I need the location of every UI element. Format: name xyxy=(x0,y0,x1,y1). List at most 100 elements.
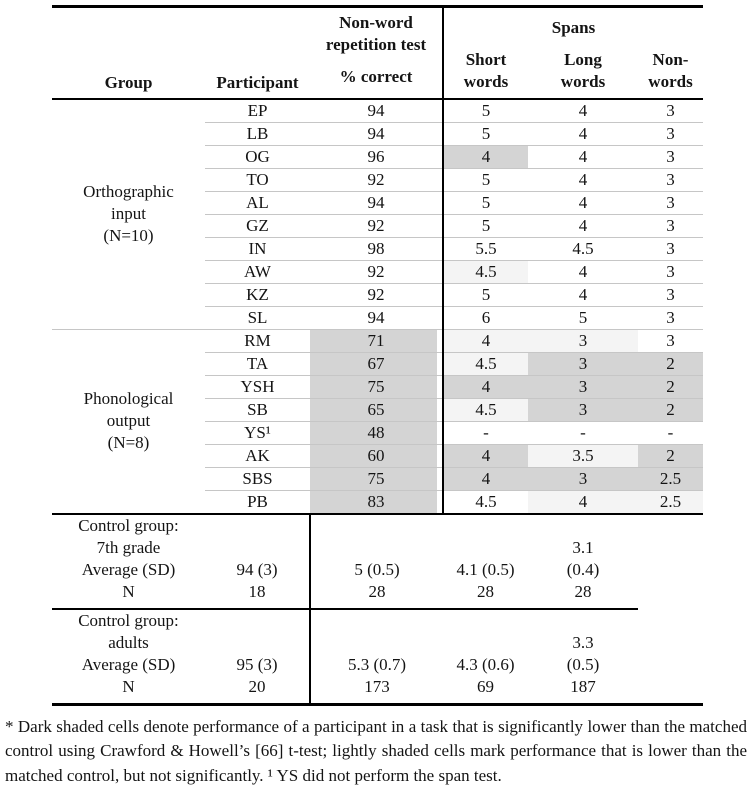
short-words-cell: 5.5 xyxy=(443,237,528,260)
nwr-header-line: repetition test xyxy=(310,34,442,56)
control-label-line: 7th grade xyxy=(52,537,205,559)
short-words-cell: 5 xyxy=(443,283,528,306)
pct-correct-cell: 94 xyxy=(310,191,443,214)
long-words-cell: 3 xyxy=(528,467,638,490)
control-long-words: 4.1 (0.5)28 xyxy=(443,514,528,609)
group-label-line: output xyxy=(52,410,205,432)
header-short-words-line: Short xyxy=(444,49,528,71)
control-label-line: N xyxy=(52,676,205,698)
control-non-words-line: 3.3 xyxy=(528,632,638,654)
short-words-cell: 4.5 xyxy=(443,352,528,375)
short-words-cell: 4 xyxy=(443,375,528,398)
long-words-cell: 5 xyxy=(528,306,638,329)
control-non-words-line: 28 xyxy=(528,581,638,603)
pct-correct-cell: 48 xyxy=(310,421,443,444)
control-short-words: 5 (0.5)28 xyxy=(310,514,443,609)
pct-correct-cell: 92 xyxy=(310,283,443,306)
participant-id: AW xyxy=(205,260,310,283)
participant-id: GZ xyxy=(205,214,310,237)
table-footnote: * Dark shaded cells denote performance o… xyxy=(5,715,747,788)
participant-id: TA xyxy=(205,352,310,375)
control-long-words-line: 4.3 (0.6) xyxy=(443,654,528,676)
short-words-cell: 5 xyxy=(443,191,528,214)
short-words-cell: 5 xyxy=(443,122,528,145)
short-words-cell: 4 xyxy=(443,444,528,467)
participant-id: KZ xyxy=(205,283,310,306)
long-words-cell: - xyxy=(528,421,638,444)
control-label-line: adults xyxy=(52,632,205,654)
pct-correct-cell: 71 xyxy=(310,329,443,352)
participant-id: IN xyxy=(205,237,310,260)
participant-id: SBS xyxy=(205,467,310,490)
pct-correct-cell: 94 xyxy=(310,122,443,145)
control-pct-correct: 95 (3)20 xyxy=(205,609,310,705)
header-long-words: Long words xyxy=(528,49,638,99)
header-non-words: Non- words xyxy=(638,49,703,99)
pct-correct-cell: 75 xyxy=(310,467,443,490)
pct-correct-cell: 67 xyxy=(310,352,443,375)
non-words-cell: 3 xyxy=(638,214,703,237)
pct-correct-cell: 96 xyxy=(310,145,443,168)
long-words-cell: 3 xyxy=(528,398,638,421)
participant-id: LB xyxy=(205,122,310,145)
short-words-cell: 5 xyxy=(443,99,528,123)
control-label-line: N xyxy=(52,581,205,603)
long-words-cell: 4 xyxy=(528,283,638,306)
participant-id: YS¹ xyxy=(205,421,310,444)
long-words-cell: 4 xyxy=(528,191,638,214)
non-words-cell: 3 xyxy=(638,99,703,123)
nwr-header-line: Non-word xyxy=(310,12,442,34)
long-words-cell: 4 xyxy=(528,260,638,283)
participant-id: PB xyxy=(205,490,310,514)
non-words-cell: - xyxy=(638,421,703,444)
short-words-cell: 5 xyxy=(443,168,528,191)
header-group: Group xyxy=(52,7,205,99)
control-non-words-line: (0.4) xyxy=(528,559,638,581)
pct-correct-cell: 83 xyxy=(310,490,443,514)
control-pct-correct-line: 18 xyxy=(205,581,309,603)
group-label-line: input xyxy=(52,203,205,225)
non-words-cell: 3 xyxy=(638,283,703,306)
short-words-cell: 4 xyxy=(443,145,528,168)
pct-correct-cell: 92 xyxy=(310,214,443,237)
short-words-cell: 5 xyxy=(443,214,528,237)
header-short-words-line: words xyxy=(444,71,528,93)
table-header: Group Participant Non-word repetition te… xyxy=(52,7,703,99)
header-long-words-line: Long xyxy=(528,49,638,71)
header-non-words-line: Non- xyxy=(638,49,703,71)
participant-id: AL xyxy=(205,191,310,214)
control-pct-correct: 94 (3)18 xyxy=(205,514,310,609)
long-words-cell: 4 xyxy=(528,214,638,237)
long-words-cell: 3.5 xyxy=(528,444,638,467)
participant-id: SL xyxy=(205,306,310,329)
control-pct-correct-line: 95 (3) xyxy=(205,654,309,676)
control-long-words: 4.3 (0.6)69 xyxy=(443,609,528,705)
pct-correct-cell: 65 xyxy=(310,398,443,421)
participant-id: OG xyxy=(205,145,310,168)
header-percent-correct: % correct xyxy=(310,66,442,88)
short-words-cell: 4.5 xyxy=(443,490,528,514)
control-short-words-line: 28 xyxy=(311,581,443,603)
results-table: Group Participant Non-word repetition te… xyxy=(52,5,703,706)
group-label-line: (N=8) xyxy=(52,432,205,454)
control-short-words: 5.3 (0.7)173 xyxy=(310,609,443,705)
header-participant: Participant xyxy=(205,7,310,99)
control-long-words-line: 28 xyxy=(443,581,528,603)
short-words-cell: 4.5 xyxy=(443,398,528,421)
non-words-cell: 3 xyxy=(638,260,703,283)
participant-id: YSH xyxy=(205,375,310,398)
header-short-words: Short words xyxy=(443,49,528,99)
non-words-cell: 3 xyxy=(638,329,703,352)
participant-id: EP xyxy=(205,99,310,123)
participant-id: SB xyxy=(205,398,310,421)
long-words-cell: 4 xyxy=(528,490,638,514)
non-words-cell: 3 xyxy=(638,122,703,145)
short-words-cell: 4 xyxy=(443,329,528,352)
non-words-cell: 2 xyxy=(638,352,703,375)
